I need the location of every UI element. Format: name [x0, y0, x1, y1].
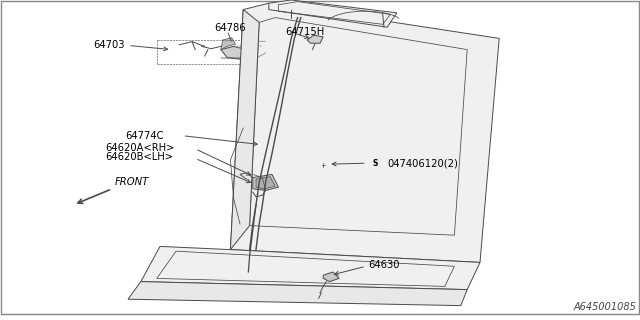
Text: 64774C: 64774C: [125, 131, 163, 141]
Text: 64620B<LH>: 64620B<LH>: [106, 152, 173, 163]
Text: 64630: 64630: [368, 260, 399, 270]
Text: FRONT: FRONT: [115, 177, 150, 187]
Text: 64786: 64786: [214, 23, 246, 33]
Polygon shape: [221, 38, 236, 50]
Text: 64715H: 64715H: [285, 27, 324, 37]
Polygon shape: [128, 282, 467, 306]
Polygon shape: [269, 0, 397, 27]
Polygon shape: [323, 272, 339, 282]
Text: S: S: [373, 159, 378, 168]
Text: 64620A<RH>: 64620A<RH>: [106, 143, 175, 153]
Polygon shape: [221, 46, 246, 59]
Text: 047406120(2): 047406120(2): [387, 158, 458, 168]
Polygon shape: [253, 174, 278, 190]
Polygon shape: [240, 51, 253, 59]
Polygon shape: [307, 35, 323, 43]
Polygon shape: [141, 246, 480, 290]
Polygon shape: [230, 3, 499, 262]
Text: 64703: 64703: [93, 40, 124, 51]
Polygon shape: [230, 10, 259, 250]
Polygon shape: [256, 177, 275, 189]
Text: A645001085: A645001085: [574, 302, 637, 312]
